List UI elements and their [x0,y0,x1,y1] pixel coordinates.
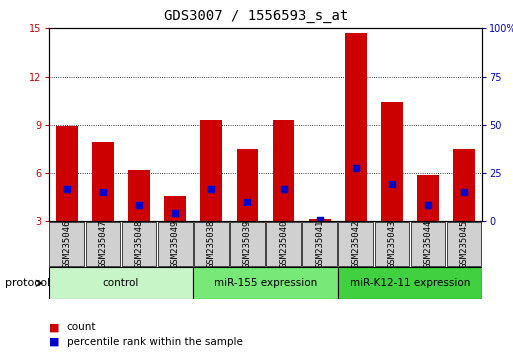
Bar [411,222,445,266]
Bar [92,142,114,221]
Text: GSM235040: GSM235040 [279,220,288,268]
Bar [193,267,338,299]
Text: GSM235044: GSM235044 [424,220,432,268]
Text: GSM235039: GSM235039 [243,220,252,268]
Bar [230,222,265,266]
Text: protocol: protocol [5,278,50,288]
Bar [302,222,337,266]
Bar [309,219,330,221]
Text: GDS3007 / 1556593_s_at: GDS3007 / 1556593_s_at [164,9,349,23]
Bar [453,149,475,221]
Point [315,217,324,222]
Text: GSM235041: GSM235041 [315,220,324,268]
Text: percentile rank within the sample: percentile rank within the sample [67,337,243,347]
Bar [201,120,222,221]
Bar [158,222,192,266]
Text: GSM235043: GSM235043 [387,220,397,268]
Text: control: control [103,278,139,288]
Text: GSM235045: GSM235045 [460,220,469,268]
Bar [417,175,439,221]
Text: GSM235048: GSM235048 [134,220,144,268]
Point [243,199,251,205]
Point [99,189,107,195]
Text: count: count [67,322,96,332]
Point [460,189,468,195]
Text: GSM235042: GSM235042 [351,220,360,268]
Point [63,186,71,192]
Bar [164,195,186,221]
Bar [56,126,77,221]
Point [171,210,179,216]
Bar [447,222,482,266]
Bar [273,120,294,221]
Point [388,182,396,187]
Text: ■: ■ [49,322,59,332]
Bar [339,222,373,266]
Text: ■: ■ [49,337,59,347]
Text: GSM235047: GSM235047 [98,220,107,268]
Point [280,186,288,192]
Bar [128,170,150,221]
Bar [266,222,301,266]
Bar [345,33,367,221]
Text: miR-155 expression: miR-155 expression [214,278,317,288]
Text: GSM235046: GSM235046 [62,220,71,268]
Point [135,202,143,208]
Bar [86,222,120,266]
Text: miR-K12-11 expression: miR-K12-11 expression [350,278,470,288]
Text: GSM235049: GSM235049 [171,220,180,268]
Point [352,165,360,171]
Bar [381,102,403,221]
Bar [338,267,482,299]
Bar [236,149,258,221]
Point [424,202,432,208]
Bar [122,222,156,266]
Bar [49,267,193,299]
Bar [49,222,84,266]
Text: GSM235038: GSM235038 [207,220,216,268]
Bar [374,222,409,266]
Point [207,186,215,192]
Bar [194,222,229,266]
